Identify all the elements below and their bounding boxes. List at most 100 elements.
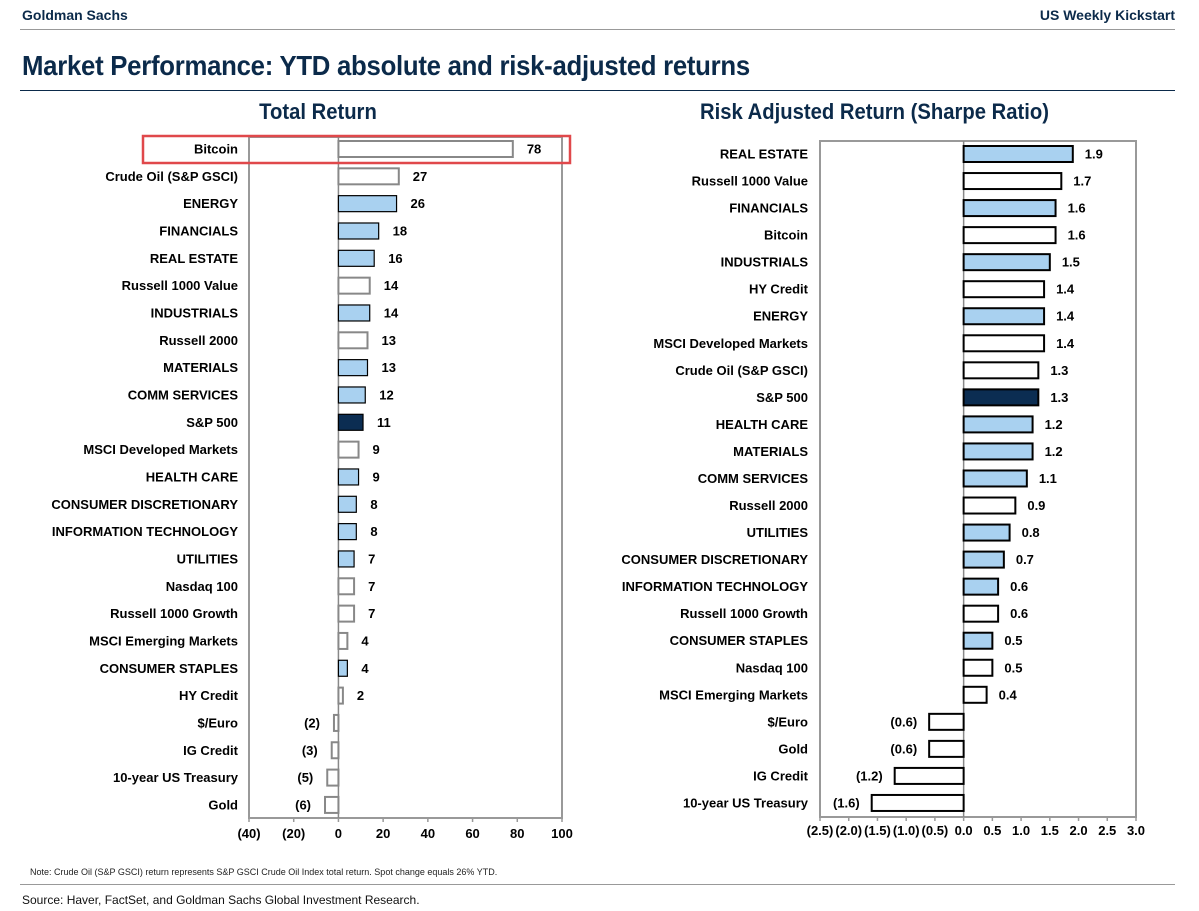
bar <box>337 659 348 677</box>
bar <box>928 712 965 731</box>
category-label: Russell 1000 Value <box>692 174 808 189</box>
category-label: 10-year US Treasury <box>113 770 239 785</box>
value-label: 1.4 <box>1056 336 1075 351</box>
value-label: 14 <box>384 278 399 293</box>
x-tick-label: (1.0) <box>893 823 920 838</box>
category-label: Russell 2000 <box>729 498 808 513</box>
category-label: HY Credit <box>179 688 239 703</box>
category-label: ENERGY <box>183 196 238 211</box>
category-label: Bitcoin <box>194 142 238 157</box>
value-label: 26 <box>411 196 425 211</box>
bar <box>962 523 1011 542</box>
value-label: (6) <box>295 797 311 812</box>
page-title: Market Performance: YTD absolute and ris… <box>22 50 750 81</box>
category-label: INDUSTRIALS <box>721 255 809 270</box>
value-label: 1.6 <box>1068 201 1086 216</box>
value-label: 13 <box>381 360 395 375</box>
value-label: 1.3 <box>1050 390 1068 405</box>
bar <box>962 469 1028 488</box>
bar <box>962 334 1046 353</box>
category-label: Crude Oil (S&P GSCI) <box>675 363 808 378</box>
bar <box>337 523 357 541</box>
category-label: MATERIALS <box>733 444 808 459</box>
bar <box>962 172 1063 191</box>
bar <box>962 145 1074 163</box>
value-label: 1.9 <box>1085 147 1103 162</box>
value-label: 8 <box>370 497 377 512</box>
category-label: 10-year US Treasury <box>683 795 809 810</box>
value-label: (3) <box>302 743 318 758</box>
category-label: Russell 1000 Value <box>122 278 238 293</box>
bar <box>962 415 1034 434</box>
value-label: 0.5 <box>1004 633 1022 648</box>
highlight-box <box>141 134 572 165</box>
bar <box>962 199 1057 218</box>
category-label: ENERGY <box>753 309 808 324</box>
bar <box>337 550 355 568</box>
category-label: HEALTH CARE <box>716 417 809 432</box>
x-tick-label: (0.5) <box>922 823 949 838</box>
value-label: (1.6) <box>833 795 860 810</box>
value-label: 9 <box>373 442 380 457</box>
category-label: INFORMATION TECHNOLOGY <box>622 579 808 594</box>
category-label: $/Euro <box>768 714 809 729</box>
title-divider <box>20 90 1175 91</box>
category-label: Russell 1000 Growth <box>110 606 238 621</box>
x-tick-label: 20 <box>376 826 390 841</box>
bar <box>962 658 994 677</box>
category-label: IG Credit <box>753 768 809 783</box>
x-tick-label: 1.5 <box>1041 823 1059 838</box>
value-label: (1.2) <box>856 768 883 783</box>
plot-frame-0 <box>248 136 563 819</box>
value-label: 11 <box>377 415 391 430</box>
bar <box>337 249 375 267</box>
value-label: 78 <box>527 142 541 157</box>
value-label: 16 <box>388 251 402 266</box>
bar <box>337 604 356 623</box>
category-label: MSCI Emerging Markets <box>659 687 808 702</box>
source-text: Source: Haver, FactSet, and Goldman Sach… <box>22 893 420 907</box>
x-tick-label: (2.0) <box>835 823 862 838</box>
category-label: $/Euro <box>198 715 239 730</box>
bar <box>962 361 1040 380</box>
value-label: 1.5 <box>1062 255 1080 270</box>
bar <box>893 766 965 785</box>
bar <box>337 577 356 596</box>
brand-name: Goldman Sachs <box>22 7 128 23</box>
value-label: 1.1 <box>1039 471 1057 486</box>
category-label: INFORMATION TECHNOLOGY <box>52 524 238 539</box>
category-label: MATERIALS <box>163 360 238 375</box>
x-tick-label: 1.0 <box>1012 823 1030 838</box>
bar <box>337 167 400 186</box>
header-divider <box>20 29 1175 30</box>
x-tick-label: 0 <box>335 826 342 841</box>
bar <box>962 685 988 704</box>
bar <box>324 795 340 814</box>
bar <box>337 140 514 158</box>
value-label: 1.4 <box>1056 309 1075 324</box>
value-label: 1.2 <box>1045 444 1063 459</box>
value-label: 14 <box>384 305 399 320</box>
value-label: 1.4 <box>1056 282 1075 297</box>
category-label: Russell 2000 <box>159 333 238 348</box>
bar <box>962 496 1017 515</box>
category-label: REAL ESTATE <box>720 147 808 162</box>
bar <box>962 442 1034 461</box>
category-label: UTILITIES <box>747 525 809 540</box>
value-label: 4 <box>361 661 369 676</box>
bar <box>337 276 371 295</box>
chart-title-sharpe: Risk Adjusted Return (Sharpe Ratio) <box>700 99 1049 124</box>
bar <box>330 741 340 760</box>
chart-title-total-return: Total Return <box>259 99 377 124</box>
category-label: UTILITIES <box>177 551 239 566</box>
x-tick-label: 0.5 <box>983 823 1001 838</box>
bar <box>337 359 369 377</box>
x-tick-label: (40) <box>237 826 260 841</box>
category-label: MSCI Developed Markets <box>653 336 808 351</box>
bar <box>332 713 340 732</box>
bar <box>928 739 965 758</box>
category-label: S&P 500 <box>756 390 808 405</box>
bar <box>962 550 1005 569</box>
